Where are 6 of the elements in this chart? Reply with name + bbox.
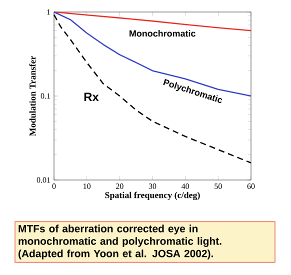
text: MTFs of aberration corrected eye in monochromatic and polychromatic light. (Adapted from Yoon et al. JOSA 2002).	[18, 224, 222, 260]
y-axis-title: Modulation Transfer	[29, 56, 36, 136]
series-label: Monochromatic	[130, 30, 196, 37]
x-axis-title: Spatial frequency (c/deg)	[105, 192, 200, 200]
line-series	[53, 11, 252, 32]
series-label: Rx	[84, 92, 99, 102]
